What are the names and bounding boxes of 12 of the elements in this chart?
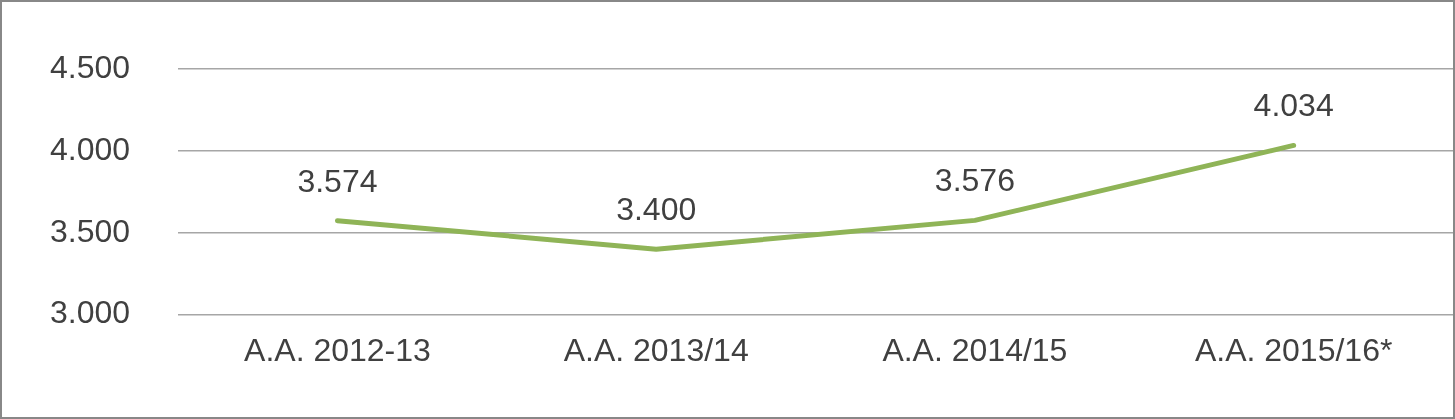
- x-tick-label: A.A. 2014/15: [882, 331, 1068, 368]
- y-tick-label: 3.500: [50, 212, 131, 249]
- y-tick-label: 4.000: [50, 130, 131, 167]
- data-label: 3.574: [297, 162, 378, 199]
- y-tick-label: 4.500: [50, 49, 131, 86]
- x-tick-label: A.A. 2012-13: [244, 331, 431, 368]
- data-label: 3.400: [616, 190, 697, 227]
- x-tick-label: A.A. 2013/14: [563, 331, 749, 368]
- data-label: 3.576: [934, 162, 1015, 199]
- data-label: 4.034: [1253, 87, 1334, 124]
- y-tick-label: 3.000: [50, 294, 131, 331]
- x-tick-label: A.A. 2015/16*: [1194, 331, 1393, 368]
